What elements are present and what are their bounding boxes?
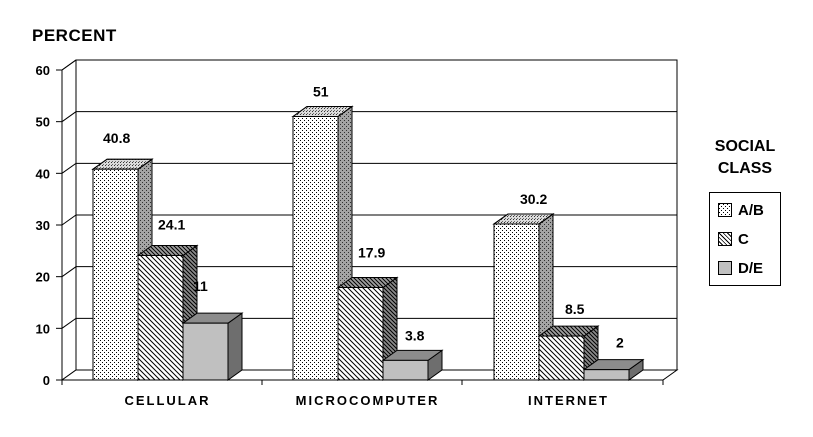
x-tick-label: INTERNET <box>528 393 609 408</box>
data-label: 3.8 <box>405 327 425 343</box>
legend-title-line1: SOCIAL <box>714 138 776 155</box>
bar-side <box>227 312 243 381</box>
legend-label-ab: A/B <box>738 201 764 219</box>
legend-swatch-hatch-icon <box>718 232 732 246</box>
data-label: 40.8 <box>103 130 130 146</box>
bar <box>583 369 630 381</box>
bar <box>382 359 429 381</box>
data-label: 51 <box>313 84 329 100</box>
legend-title-line2: CLASS <box>717 160 773 177</box>
y-tick-label: 60 <box>36 63 50 78</box>
legend-item-de: D/E <box>718 259 763 277</box>
bar <box>182 322 229 381</box>
data-label: 17.9 <box>358 245 385 261</box>
y-tick-label: 20 <box>36 270 50 285</box>
data-label: 24.1 <box>158 216 185 232</box>
x-axis-labels: CELLULAR MICROCOMPUTER INTERNET <box>61 380 664 408</box>
data-labels: 40.8 24.1 11 51 17.9 3.8 30.2 8.5 2 <box>103 84 624 351</box>
y-axis-ticks: 0 10 20 30 40 50 60 <box>36 63 62 388</box>
bar <box>92 168 139 381</box>
bar <box>337 287 384 381</box>
bar <box>292 116 339 381</box>
bar <box>137 254 184 381</box>
data-label: 11 <box>193 278 208 294</box>
gridline <box>61 162 677 174</box>
gridline <box>61 317 677 329</box>
legend-swatch-dots-icon <box>718 203 732 217</box>
data-label: 8.5 <box>565 301 585 317</box>
legend: A/B C D/E <box>709 192 781 286</box>
gridline <box>61 111 677 123</box>
data-label: 2 <box>616 335 624 351</box>
y-tick-label: 40 <box>36 166 50 181</box>
legend-label-c: C <box>738 230 749 248</box>
y-axis-title: PERCENT <box>32 26 117 45</box>
gridline <box>61 214 677 226</box>
legend-title: SOCIAL CLASS <box>700 136 790 180</box>
bar <box>493 223 540 381</box>
y-tick-label: 50 <box>36 115 50 130</box>
legend-item-c: C <box>718 230 749 248</box>
bar <box>538 335 585 381</box>
legend-swatch-gray-icon <box>718 261 732 275</box>
y-tick-label: 30 <box>36 218 50 233</box>
legend-item-ab: A/B <box>718 201 764 219</box>
y-tick-label: 0 <box>43 373 50 388</box>
y-tick-label: 10 <box>36 321 50 336</box>
gridline <box>61 266 677 278</box>
gridlines <box>61 59 677 329</box>
bars <box>91 105 645 381</box>
gridline <box>61 59 677 71</box>
x-tick-label: MICROCOMPUTER <box>296 393 440 408</box>
x-tick-label: CELLULAR <box>124 393 210 408</box>
legend-label-de: D/E <box>738 259 764 277</box>
data-label: 30.2 <box>520 191 547 207</box>
